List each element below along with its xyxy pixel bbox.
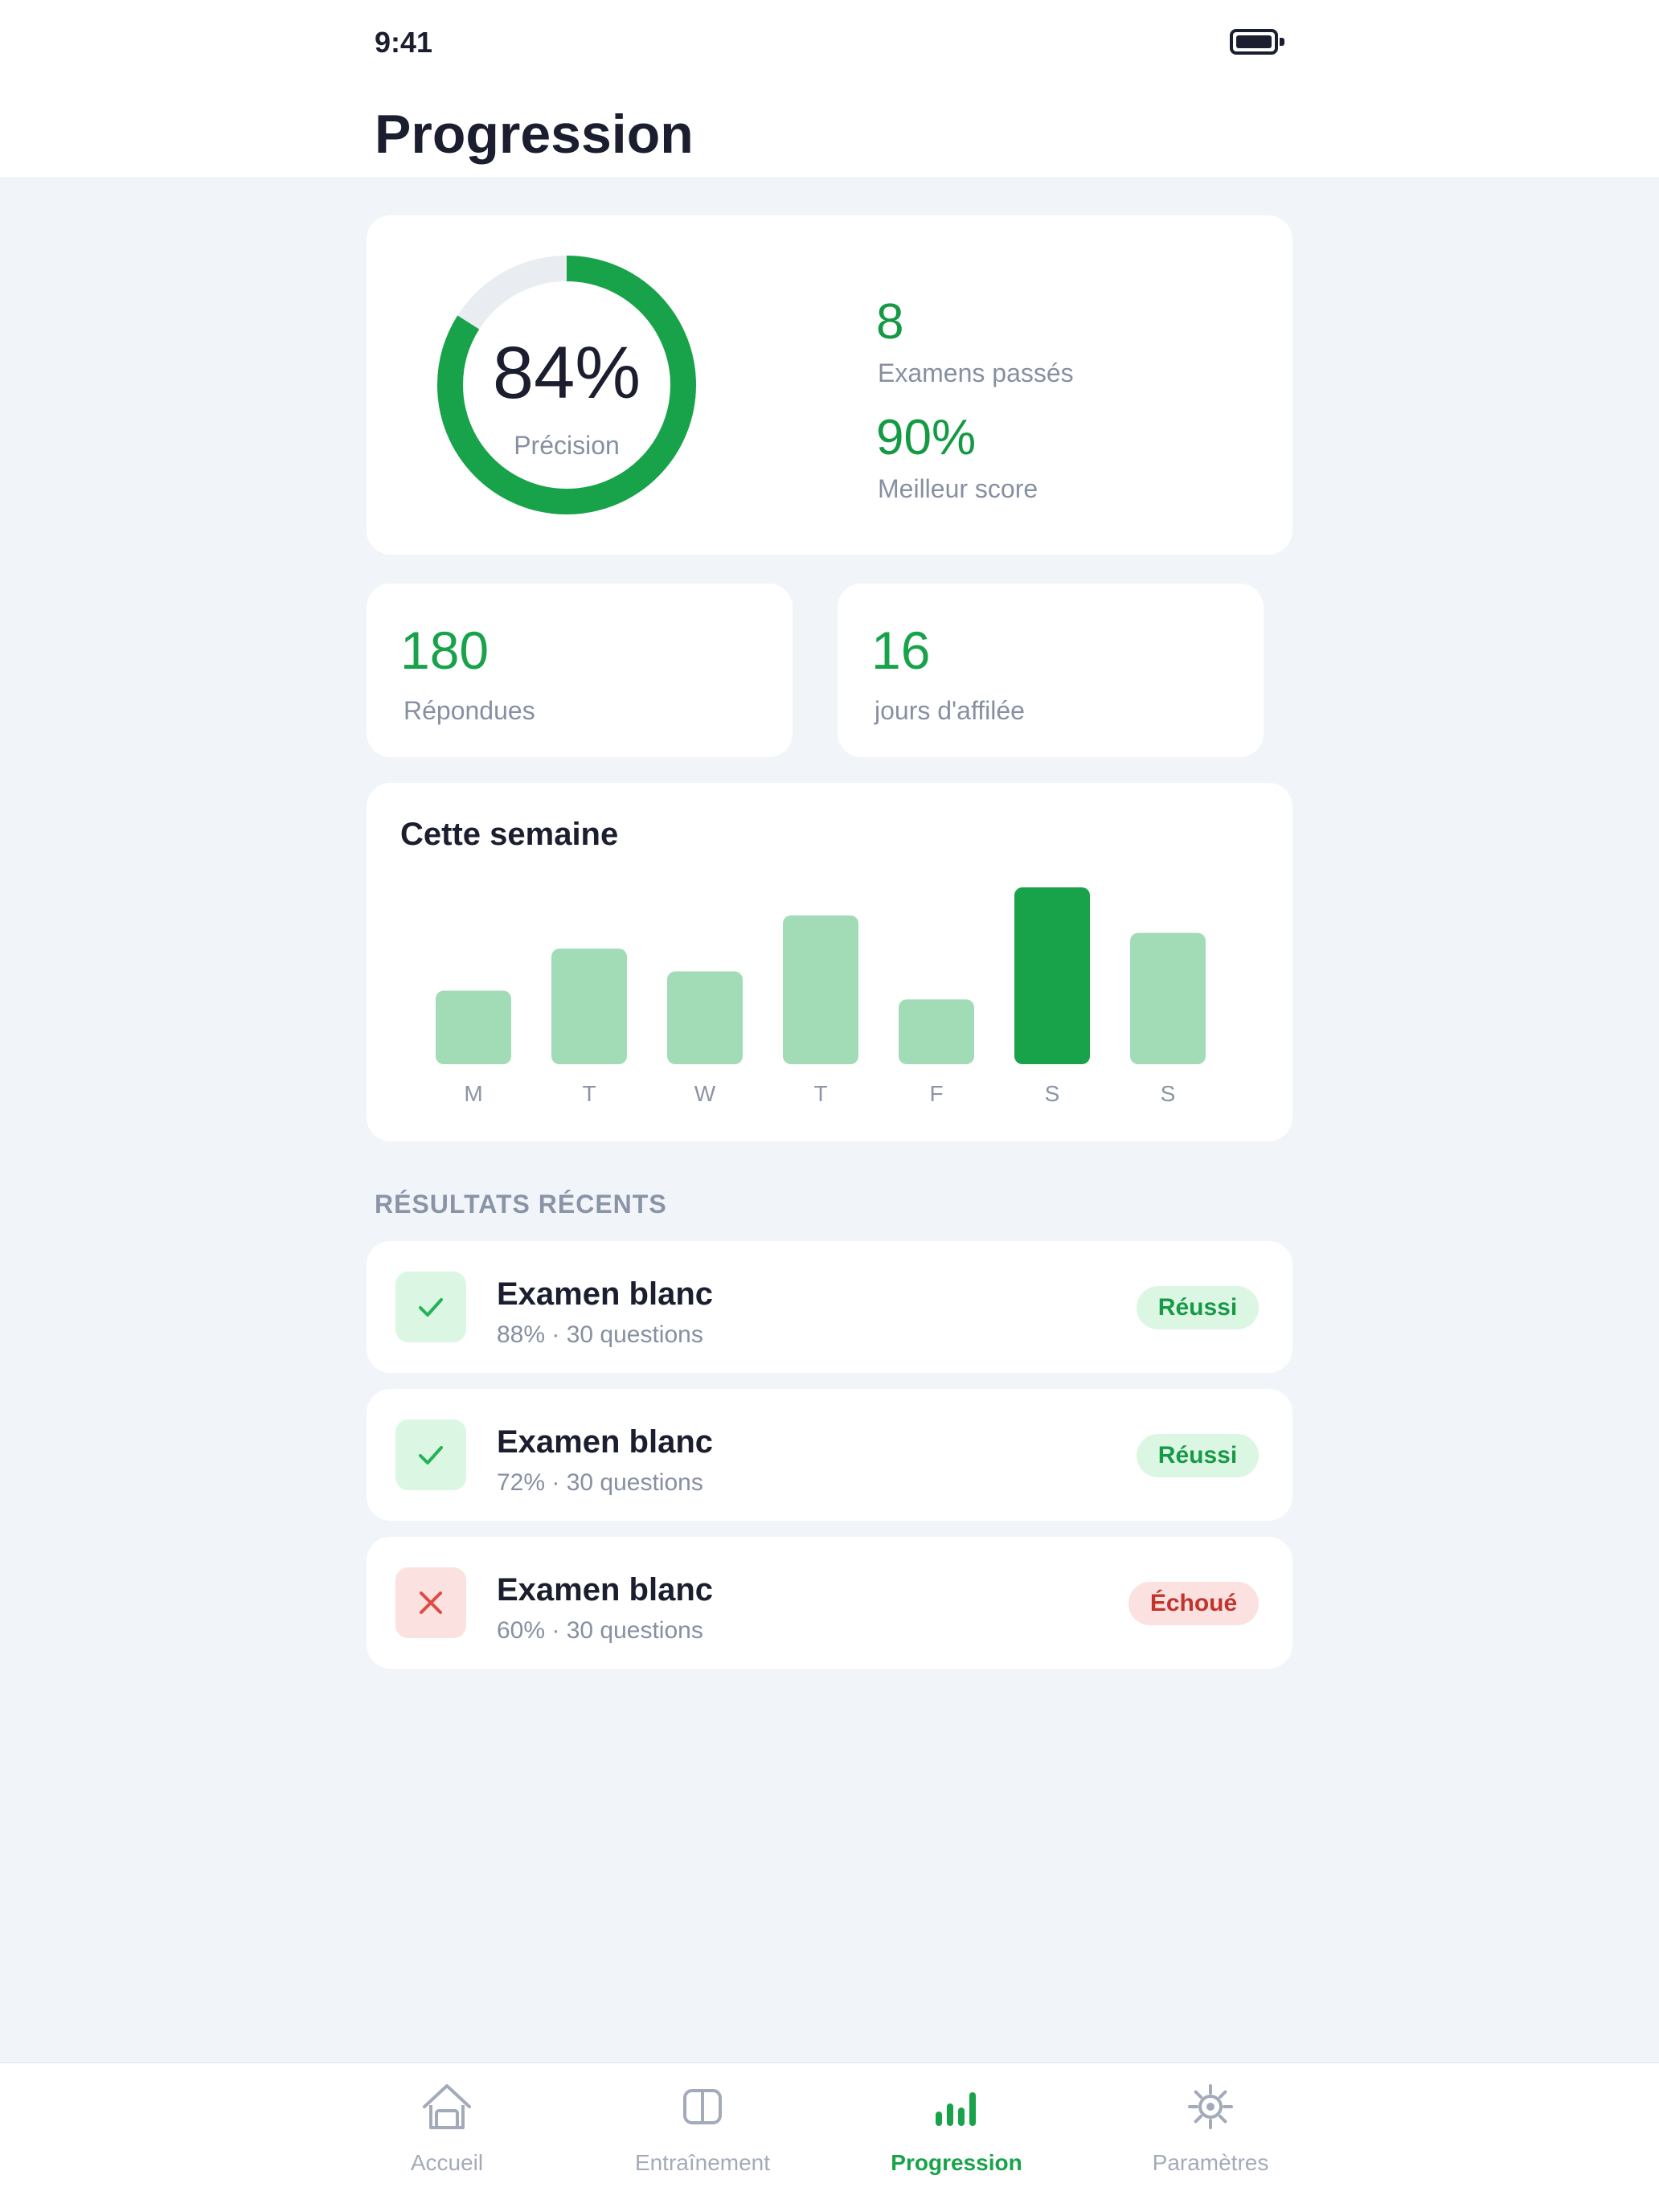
ring-progress xyxy=(437,256,696,514)
accuracy-ring xyxy=(437,256,696,514)
tab-label: Paramètres xyxy=(1152,2150,1269,2175)
tab-label: Accueil xyxy=(410,2150,484,2175)
result-row[interactable]: Examen blanc 88% · 30 questions Réussi xyxy=(367,1241,1292,1373)
recent-header: RÉSULTATS RÉCENTS xyxy=(375,1190,667,1219)
tab-label: Progression xyxy=(891,2150,1022,2175)
fail-icon-box xyxy=(395,1567,466,1638)
result-subtitle: 88% · 30 questions xyxy=(497,1321,703,1348)
chart-bar xyxy=(667,971,743,1064)
chart-day-label: S xyxy=(1045,1081,1060,1106)
check-icon xyxy=(419,1446,443,1464)
result-row[interactable]: Examen blanc 60% · 30 questions Échoué xyxy=(367,1537,1292,1669)
exams-count: 8 xyxy=(876,294,904,350)
result-title: Examen blanc xyxy=(497,1572,714,1608)
result-title: Examen blanc xyxy=(497,1424,714,1460)
bar-chart-icon xyxy=(936,2092,976,2126)
exams-label: Examens passés xyxy=(878,358,1074,387)
best-score: 90% xyxy=(876,410,977,465)
battery-icon xyxy=(1230,29,1284,55)
pass-icon-box xyxy=(395,1272,466,1342)
result-title: Examen blanc xyxy=(497,1276,714,1312)
answered-count: 180 xyxy=(400,621,490,680)
accuracy-value: 84% xyxy=(492,332,641,414)
streak-count: 16 xyxy=(871,621,931,680)
home-icon xyxy=(423,2084,471,2129)
result-subtitle: 72% · 30 questions xyxy=(497,1469,703,1496)
tab-entrainement[interactable]: Entraînement xyxy=(574,2063,831,2212)
chart-day-label: W xyxy=(694,1081,716,1106)
answered-card: 180 Répondues xyxy=(367,584,793,757)
chart-bar xyxy=(899,999,974,1064)
chart-day-label: M xyxy=(464,1081,482,1106)
chart-bar xyxy=(436,990,511,1064)
streak-label: jours d'affilée xyxy=(875,696,1025,725)
chart-day-label: F xyxy=(929,1081,943,1106)
chart-day-label: T xyxy=(582,1081,596,1106)
cross-icon xyxy=(420,1591,442,1614)
week-card: Cette semaine M T W T F S S xyxy=(367,783,1292,1141)
pass-icon-box xyxy=(395,1419,466,1490)
result-row[interactable]: Examen blanc 72% · 30 questions Réussi xyxy=(367,1389,1292,1521)
status-time: 9:41 xyxy=(375,26,433,59)
status-badge: Réussi xyxy=(1137,1286,1259,1329)
chart-day-label: S xyxy=(1161,1081,1176,1106)
tab-progression[interactable]: Progression xyxy=(828,2063,1085,2212)
gear-icon xyxy=(1188,2084,1233,2129)
tab-parametres[interactable]: Paramètres xyxy=(1082,2063,1339,2212)
chart-day-label: T xyxy=(813,1081,827,1106)
summary-card: 84% Précision 8 Examens passés 90% Meill… xyxy=(367,215,1292,555)
status-badge: Échoué xyxy=(1129,1582,1259,1625)
status-badge: Réussi xyxy=(1137,1434,1259,1477)
tab-label: Entraînement xyxy=(634,2150,771,2175)
page-title: Progression xyxy=(375,104,694,165)
week-title: Cette semaine xyxy=(400,817,619,852)
chart-bar xyxy=(783,915,858,1064)
chart-bar xyxy=(1014,887,1090,1064)
chart-bar xyxy=(1130,932,1206,1064)
top-bar: 9:41 Progression xyxy=(0,0,1659,178)
book-icon xyxy=(683,2089,722,2124)
tab-bar: Accueil Entraînement Progression P xyxy=(0,2062,1659,2212)
result-subtitle: 60% · 30 questions xyxy=(497,1617,703,1644)
accuracy-label: Précision xyxy=(514,431,620,460)
tab-accueil[interactable]: Accueil xyxy=(318,2063,576,2212)
check-icon xyxy=(419,1298,443,1317)
chart-bar xyxy=(551,948,627,1064)
best-score-label: Meilleur score xyxy=(878,474,1038,503)
streak-card: 16 jours d'affilée xyxy=(838,584,1264,757)
answered-label: Répondues xyxy=(403,696,535,725)
